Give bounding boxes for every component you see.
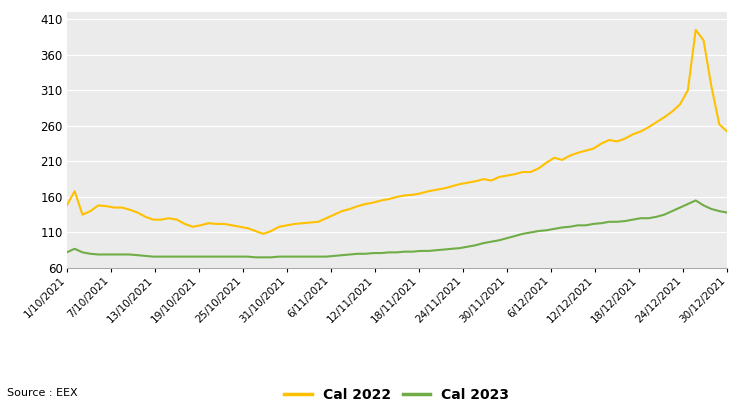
Text: Source : EEX: Source : EEX <box>7 388 78 398</box>
Legend: Cal 2022, Cal 2023: Cal 2022, Cal 2023 <box>279 382 515 400</box>
